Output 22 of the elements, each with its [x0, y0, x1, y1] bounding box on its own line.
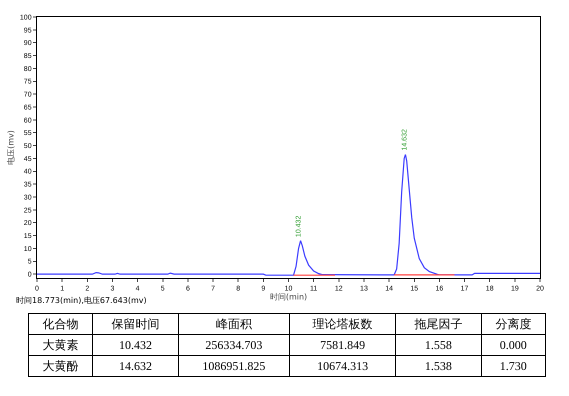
- category-label: 理论塔板数: [290, 314, 396, 334]
- category-label: 拖尾因子: [396, 314, 482, 334]
- text: 1.558: [396, 334, 482, 356]
- text: 时间18.773(min),电压67.643(mv): [16, 296, 147, 305]
- category-label: 分离度: [481, 314, 546, 334]
- text: 256334.703: [178, 334, 290, 356]
- x-axis-title: 时间(min): [270, 292, 308, 302]
- text: 0.000: [481, 334, 546, 356]
- category-label: 化合物: [28, 314, 93, 334]
- text: 10.432: [92, 334, 178, 356]
- y-axis-title: 电压(mv): [6, 130, 16, 165]
- line-series: [37, 154, 540, 276]
- text: 1.538: [396, 356, 482, 376]
- text: 14.632: [92, 356, 178, 376]
- text: 1086951.825: [178, 356, 290, 376]
- text: 1.730: [481, 356, 546, 376]
- category-label: 保留时间: [92, 314, 178, 334]
- category-label: 峰面积: [178, 314, 290, 334]
- text: 大黄素: [28, 334, 93, 356]
- text: 10674.313: [290, 356, 396, 376]
- text: 7581.849: [290, 334, 396, 356]
- text: 大黄酚: [28, 356, 93, 376]
